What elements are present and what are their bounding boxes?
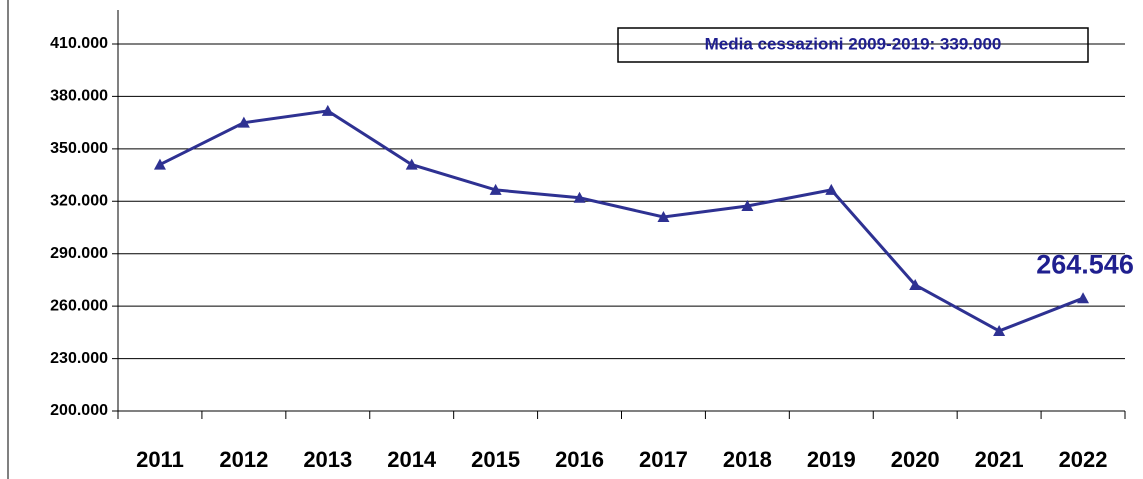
data-label: 264.546 [1036, 249, 1134, 279]
x-tick-label: 2019 [807, 447, 856, 472]
marker [237, 116, 250, 128]
marker [321, 104, 334, 116]
x-tick-label: 2015 [471, 447, 520, 472]
marker [489, 183, 502, 195]
marker [993, 324, 1006, 336]
y-tick-label: 230.000 [50, 350, 108, 367]
marker [741, 200, 754, 212]
x-tick-label: 2016 [555, 447, 604, 472]
marker [405, 158, 418, 170]
x-tick-label: 2014 [387, 447, 437, 472]
x-tick-label: 2011 [136, 447, 184, 472]
y-tick-label: 350.000 [50, 140, 108, 157]
x-tick-label: 2017 [639, 447, 688, 472]
marker [909, 278, 922, 290]
x-tick-label: 2012 [219, 447, 268, 472]
marker [657, 211, 670, 223]
x-tick-label: 2020 [891, 447, 940, 472]
annotation-box [617, 27, 1089, 63]
line [159, 109, 1084, 333]
y-tick-label: 380.000 [50, 88, 108, 105]
marker [1077, 292, 1090, 304]
marker [573, 191, 586, 203]
x-tick-label: 2022 [1059, 447, 1108, 472]
y-tick-label: 260.000 [50, 297, 108, 314]
x-tick-label: 2013 [303, 447, 352, 472]
x-tick-label: 2018 [723, 447, 772, 472]
y-tick-label: 410.000 [50, 35, 108, 52]
x-tick-label: 2021 [975, 447, 1024, 472]
annotation: Media cessazioni 2009-2019: 339.000 [705, 34, 1002, 53]
marker [825, 183, 838, 195]
y-tick-label: 200.000 [50, 402, 108, 419]
marker [153, 158, 166, 170]
y-tick-label: 320.000 [50, 193, 108, 210]
y-tick-label: 290.000 [50, 245, 108, 262]
